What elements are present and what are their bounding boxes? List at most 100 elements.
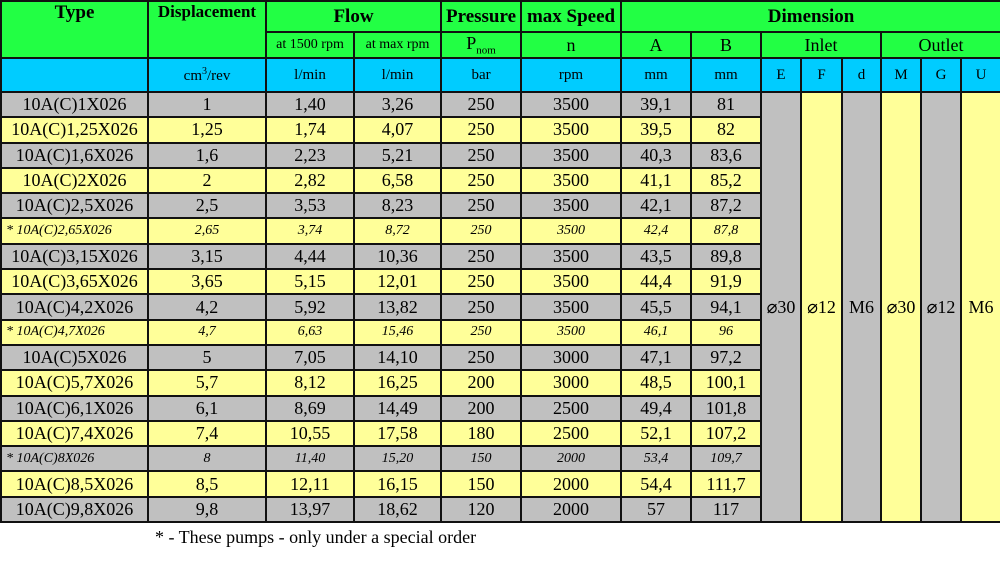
pressure-cell: 250 [440, 166, 523, 195]
pressure-cell: 150 [440, 470, 523, 498]
flow-max-cell: 4,07 [352, 116, 443, 144]
flow-max-cell: 8,23 [352, 192, 443, 220]
unit-type [0, 57, 149, 93]
dim-b-cell: 82 [690, 116, 763, 144]
dim-b-cell: 100,1 [690, 369, 763, 397]
dim-e-cell: ⌀30 [760, 90, 803, 524]
header-flow: Flow [264, 0, 443, 33]
displacement-cell: 4,2 [147, 293, 267, 321]
flow-1500-cell: 5,15 [265, 268, 355, 296]
flow-1500-cell: 3,53 [265, 192, 355, 220]
p-label: P [466, 33, 477, 54]
type-cell: * 10A(C)4,7X026 [0, 318, 149, 346]
header-outlet: Outlet [880, 31, 1000, 59]
unit-rev: /rev [207, 67, 231, 84]
header-pnom: Pnom [440, 31, 523, 59]
dim-b-cell: 117 [690, 495, 763, 524]
type-cell: 10A(C)2X026 [0, 166, 149, 195]
flow-1500-cell: 3,74 [265, 217, 355, 245]
dim-a-cell: 57 [620, 495, 693, 524]
pump-spec-table: Type Displacement Flow Pressure max Spee… [0, 0, 1000, 524]
dim-a-cell: 39,5 [620, 116, 693, 144]
table-row: 10A(C)1X026 1 1,40 3,26 250 3500 39,1 81 ⌀30 ⌀12 M… [0, 90, 1000, 524]
speed-cell: 3500 [520, 116, 623, 144]
type-cell: 10A(C)5,7X026 [0, 369, 149, 397]
displacement-cell: 7,4 [147, 419, 267, 448]
dim-b-cell: 101,8 [690, 394, 763, 422]
dim-a-cell: 48,5 [620, 369, 693, 397]
displacement-cell: 1,6 [147, 141, 267, 169]
header-type: Type [0, 0, 149, 59]
pressure-cell: 250 [440, 116, 523, 144]
flow-1500-cell: 12,11 [265, 470, 355, 498]
flow-1500-cell: 2,23 [265, 141, 355, 169]
unit-a: mm [620, 57, 693, 93]
header-displacement: Displacement [147, 0, 267, 59]
flow-max-cell: 12,01 [352, 268, 443, 296]
type-cell: * 10A(C)8X026 [0, 445, 149, 473]
flow-max-cell: 16,25 [352, 369, 443, 397]
type-cell: 10A(C)4,2X026 [0, 293, 149, 321]
displacement-cell: 9,8 [147, 495, 267, 524]
pressure-cell: 250 [440, 293, 523, 321]
speed-cell: 2500 [520, 419, 623, 448]
pressure-cell: 250 [440, 242, 523, 271]
header-n: n [520, 31, 623, 59]
type-cell: 10A(C)1,25X026 [0, 116, 149, 144]
dim-a-cell: 44,4 [620, 268, 693, 296]
flow-1500-cell: 2,82 [265, 166, 355, 195]
flow-1500-cell: 8,12 [265, 369, 355, 397]
dim-a-cell: 46,1 [620, 318, 693, 346]
speed-cell: 3500 [520, 141, 623, 169]
dim-a-cell: 43,5 [620, 242, 693, 271]
flow-1500-cell: 1,74 [265, 116, 355, 144]
type-cell: 10A(C)1,6X026 [0, 141, 149, 169]
dim-b-cell: 107,2 [690, 419, 763, 448]
unit-sup: 3 [202, 65, 207, 77]
dim-b-cell: 87,8 [690, 217, 763, 245]
pressure-cell: 200 [440, 394, 523, 422]
pressure-cell: 250 [440, 192, 523, 220]
unit-u: U [960, 57, 1000, 93]
type-cell: 10A(C)3,15X026 [0, 242, 149, 271]
flow-max-cell: 14,10 [352, 343, 443, 372]
type-cell: 10A(C)8,5X026 [0, 470, 149, 498]
unit-g: G [920, 57, 963, 93]
speed-cell: 2000 [520, 495, 623, 524]
flow-max-cell: 14,49 [352, 394, 443, 422]
speed-cell: 3500 [520, 166, 623, 195]
table-row: 10A(C)5,7X026 5,7 8,12 16,25 200 3000 48,5 100,… [0, 369, 1000, 397]
unit-speed: rpm [520, 57, 623, 93]
flow-1500-cell: 7,05 [265, 343, 355, 372]
dim-a-cell: 42,1 [620, 192, 693, 220]
type-cell: * 10A(C)2,65X026 [0, 217, 149, 245]
unit-b: mm [690, 57, 763, 93]
dim-a-cell: 40,3 [620, 141, 693, 169]
unit-pressure: bar [440, 57, 523, 93]
displacement-cell: 8,5 [147, 470, 267, 498]
speed-cell: 3500 [520, 192, 623, 220]
type-cell: 10A(C)7,4X026 [0, 419, 149, 448]
pressure-cell: 150 [440, 445, 523, 473]
pressure-cell: 250 [440, 318, 523, 346]
speed-cell: 2500 [520, 394, 623, 422]
dim-b-cell: 83,6 [690, 141, 763, 169]
header-dimension: Dimension [620, 0, 1000, 33]
speed-cell: 2000 [520, 470, 623, 498]
displacement-cell: 3,65 [147, 268, 267, 296]
displacement-cell: 1,25 [147, 116, 267, 144]
dim-m-cell: ⌀30 [880, 90, 923, 524]
header-a: A [620, 31, 693, 59]
table-row: 10A(C)1,25X026 1,25 1,74 4,07 250 3500 39,5 82 [0, 116, 1000, 144]
type-cell: 10A(C)3,65X026 [0, 268, 149, 296]
displacement-cell: 2,5 [147, 192, 267, 220]
flow-1500-cell: 4,44 [265, 242, 355, 271]
type-cell: 10A(C)1X026 [0, 90, 149, 119]
dim-a-cell: 49,4 [620, 394, 693, 422]
dim-b-cell: 111,7 [690, 470, 763, 498]
unit-f: F [800, 57, 844, 93]
dim-b-cell: 96 [690, 318, 763, 346]
unit-cm: cm [183, 67, 202, 84]
dim-b-cell: 85,2 [690, 166, 763, 195]
flow-1500-cell: 8,69 [265, 394, 355, 422]
